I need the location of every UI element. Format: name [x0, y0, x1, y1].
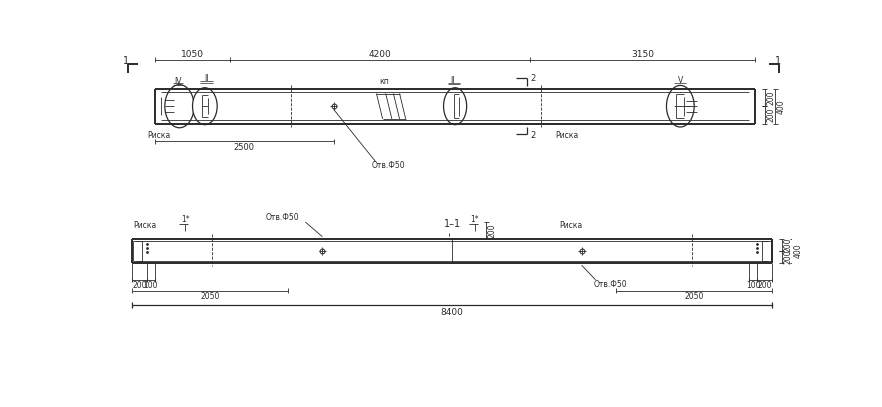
Text: II: II	[204, 74, 209, 83]
Text: 100: 100	[746, 281, 760, 290]
Text: 1–1: 1–1	[444, 219, 460, 230]
Text: 2050: 2050	[684, 292, 704, 301]
Text: II: II	[451, 76, 455, 85]
Text: 1: 1	[123, 56, 130, 66]
Text: IV: IV	[174, 77, 182, 86]
Text: 200: 200	[783, 238, 792, 252]
Text: 400: 400	[794, 244, 803, 258]
Text: V: V	[677, 76, 683, 85]
Text: 4200: 4200	[369, 50, 392, 59]
Text: 200: 200	[766, 90, 775, 105]
Text: Отв.Ф50: Отв.Ф50	[372, 162, 406, 171]
Ellipse shape	[444, 88, 467, 125]
Text: Отв.Ф50: Отв.Ф50	[265, 213, 299, 222]
Text: Риска: Риска	[555, 131, 579, 140]
Text: 100: 100	[144, 281, 158, 290]
Text: кп: кп	[379, 77, 389, 86]
Text: 400: 400	[777, 99, 786, 114]
Text: 200: 200	[487, 223, 497, 238]
Text: Отв.Ф50: Отв.Ф50	[594, 280, 627, 289]
Text: 8400: 8400	[441, 308, 463, 317]
Text: 1: 1	[775, 56, 781, 66]
Text: 2: 2	[530, 131, 535, 140]
Ellipse shape	[667, 85, 694, 127]
Text: 2050: 2050	[200, 292, 220, 301]
Text: 200: 200	[758, 281, 772, 290]
Text: Риска: Риска	[133, 221, 156, 230]
Text: 200: 200	[766, 107, 775, 122]
Text: Риска: Риска	[559, 221, 582, 230]
Text: 3150: 3150	[632, 50, 654, 59]
Text: 200: 200	[132, 281, 146, 290]
Text: 2: 2	[530, 74, 535, 83]
Text: 1050: 1050	[181, 50, 204, 59]
Text: Риска: Риска	[147, 131, 170, 140]
Text: 200: 200	[783, 249, 792, 264]
Text: 2500: 2500	[234, 143, 255, 152]
Ellipse shape	[165, 85, 194, 128]
Text: 1*: 1*	[181, 215, 190, 224]
Text: 1*: 1*	[471, 215, 479, 224]
Ellipse shape	[192, 88, 217, 125]
